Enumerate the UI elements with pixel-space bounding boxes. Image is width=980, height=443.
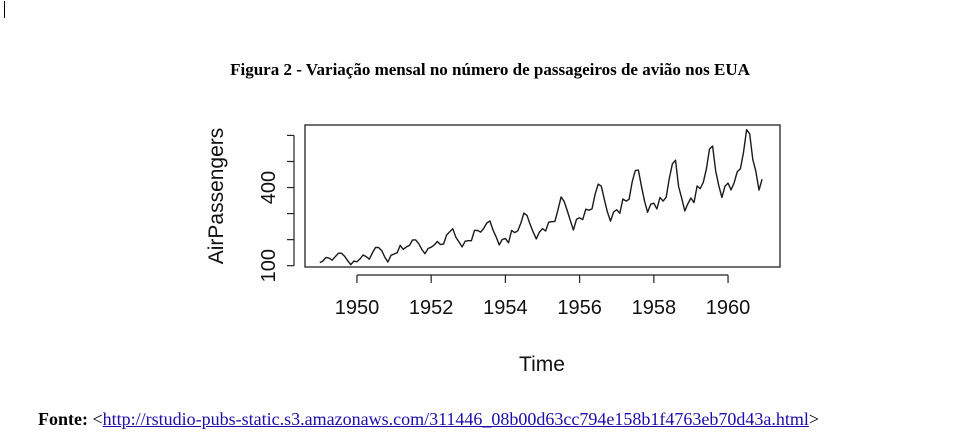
figure-source: Fonte: <http://rstudio-pubs-static.s3.am… [38,409,819,430]
x-tick-label-1960: 1960 [706,297,751,319]
source-close-bracket: > [808,409,820,429]
x-tick-label-1952: 1952 [409,297,454,319]
x-tick-label-1958: 1958 [632,297,677,319]
x-axis-title: Time [519,353,565,376]
plot-frame [304,124,781,268]
x-tick-label-1956: 1956 [557,297,602,319]
series-line-0 [319,128,763,266]
text-cursor [4,1,5,18]
source-link[interactable]: http://rstudio-pubs-static.s3.amazonaws.… [102,409,809,429]
y-tick-label-400: 400 [258,171,280,204]
figure-caption: Figura 2 - Variação mensal no número de … [230,60,750,79]
plot-layer: 100 400 1950 1952 1954 1956 1958 1960 Time AirPas… [205,124,781,376]
source-open-bracket: < [87,409,103,429]
x-tick-label-1950: 1950 [335,297,380,319]
y-axis-title: AirPassengers [205,128,228,265]
y-tick-label-100: 100 [258,249,280,282]
source-label: Fonte: [38,409,88,429]
x-tick-label-1954: 1954 [483,297,528,319]
